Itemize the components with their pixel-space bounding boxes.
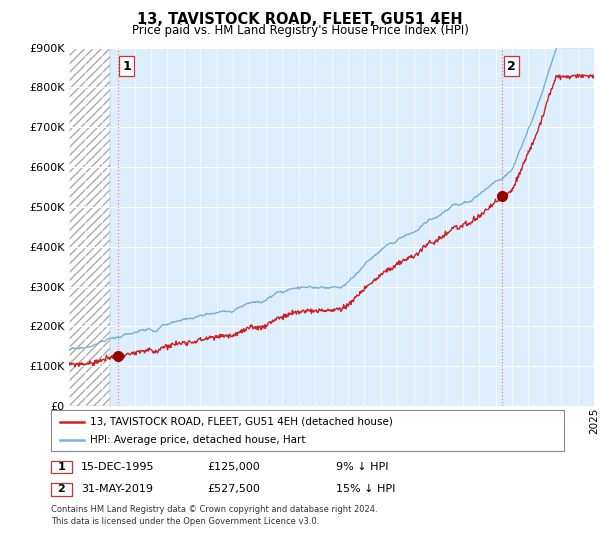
Text: 2: 2 — [58, 484, 65, 494]
Text: HPI: Average price, detached house, Hart: HPI: Average price, detached house, Hart — [90, 435, 305, 445]
Text: £527,500: £527,500 — [207, 484, 260, 494]
Text: 13, TAVISTOCK ROAD, FLEET, GU51 4EH (detached house): 13, TAVISTOCK ROAD, FLEET, GU51 4EH (det… — [90, 417, 393, 427]
Text: 15% ↓ HPI: 15% ↓ HPI — [336, 484, 395, 494]
Bar — [69, 48, 110, 406]
Text: 31-MAY-2019: 31-MAY-2019 — [81, 484, 153, 494]
Text: 1: 1 — [122, 59, 131, 73]
Text: This data is licensed under the Open Government Licence v3.0.: This data is licensed under the Open Gov… — [51, 517, 319, 526]
Text: Contains HM Land Registry data © Crown copyright and database right 2024.: Contains HM Land Registry data © Crown c… — [51, 505, 377, 514]
Text: 15-DEC-1995: 15-DEC-1995 — [81, 462, 155, 472]
Text: 13, TAVISTOCK ROAD, FLEET, GU51 4EH: 13, TAVISTOCK ROAD, FLEET, GU51 4EH — [137, 12, 463, 27]
Text: Price paid vs. HM Land Registry's House Price Index (HPI): Price paid vs. HM Land Registry's House … — [131, 24, 469, 36]
Text: £125,000: £125,000 — [207, 462, 260, 472]
Text: 1: 1 — [58, 462, 65, 472]
Text: 9% ↓ HPI: 9% ↓ HPI — [336, 462, 389, 472]
Text: 2: 2 — [507, 59, 516, 73]
